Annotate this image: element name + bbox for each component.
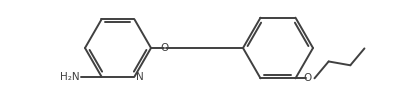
Text: O: O: [303, 73, 311, 83]
Text: H₂N: H₂N: [60, 72, 79, 82]
Text: O: O: [160, 43, 169, 53]
Text: N: N: [136, 72, 143, 82]
